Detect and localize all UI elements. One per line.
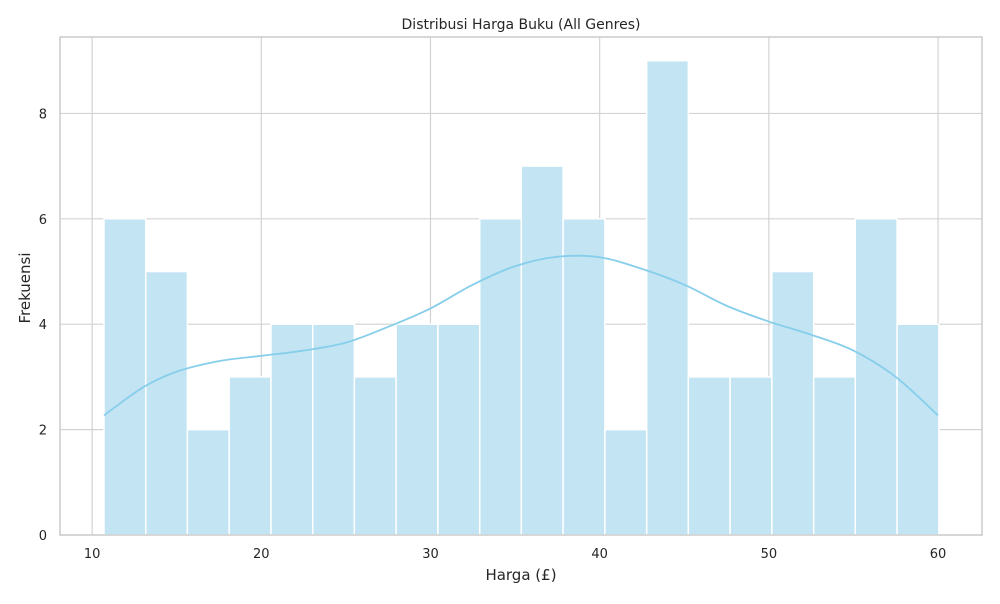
histogram-bar-19 (896, 323, 940, 536)
histogram-bar-15 (729, 376, 773, 536)
plot-frame (59, 36, 983, 536)
histogram-bar-8 (437, 323, 481, 536)
histogram-bar-6 (353, 376, 397, 536)
kde-curve-group (103, 254, 939, 417)
x-tick-label: 60 (930, 547, 947, 562)
y-tick-label: 2 (39, 424, 47, 439)
histogram-bar-7 (395, 323, 439, 536)
x-tick-label: 20 (253, 547, 270, 562)
histogram-bar-18 (854, 218, 898, 536)
histogram-bar-16 (771, 270, 815, 536)
histogram-bar-14 (687, 376, 731, 536)
x-tick-label: 10 (84, 547, 101, 562)
kde-line (103, 254, 939, 417)
x-tick-label: 50 (761, 547, 778, 562)
y-tick-label: 4 (39, 318, 47, 333)
histogram-bar-11 (562, 218, 606, 536)
histogram-bar-12 (604, 428, 648, 536)
x-axis-label: Harga (£) (485, 566, 556, 584)
y-tick-label: 6 (39, 213, 47, 228)
y-axis-label: Frekuensi (16, 252, 34, 323)
histogram-bars (103, 59, 940, 536)
x-tick-label: 30 (422, 547, 439, 562)
histogram-bar-3 (228, 376, 272, 536)
histogram-bar-10 (520, 165, 564, 536)
tick-labels: 10 20 30 40 50 60 0 2 4 6 8 (39, 107, 947, 562)
histogram-bar-5 (311, 323, 356, 536)
histogram-bar-17 (812, 376, 857, 536)
histogram-bar-0 (103, 218, 147, 536)
y-tick-label: 0 (39, 529, 47, 544)
y-tick-label: 8 (39, 107, 47, 122)
chart-title: Distribusi Harga Buku (All Genres) (402, 17, 641, 33)
histogram-bar-13 (645, 59, 690, 536)
histogram-bar-4 (270, 323, 314, 536)
histogram-bar-1 (145, 270, 189, 536)
histogram-bar-2 (186, 428, 230, 536)
x-tick-label: 40 (591, 547, 608, 562)
